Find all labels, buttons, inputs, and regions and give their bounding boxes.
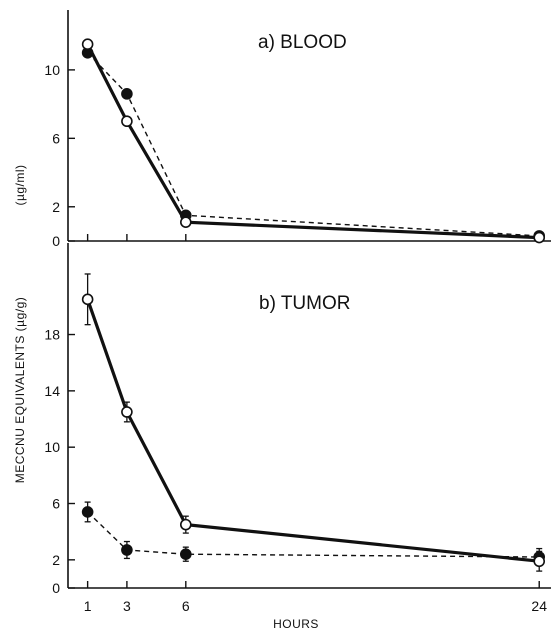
blood-data-point-open (180, 216, 192, 228)
tumor-y-tick-label: 14 (44, 383, 60, 399)
tumor-y-tick-label: 2 (52, 552, 60, 568)
blood-series-open-line (86, 43, 540, 240)
tumor-data-point-filled (180, 548, 192, 561)
tumor-y-tick-label: 0 (52, 580, 60, 596)
tumor-data-point-open (180, 518, 192, 531)
blood-series-filled-line (87, 52, 540, 237)
blood-panel-title: a) BLOOD (258, 32, 347, 53)
x-tick-label: 6 (182, 598, 190, 614)
tumor-y-tick-label: 10 (44, 439, 60, 455)
blood-data-point-filled (121, 88, 133, 100)
tumor-y-axis-title: MECCNU EQUIVALENTS (µg/g) (13, 297, 27, 484)
tumor-series-filled-line (87, 511, 540, 558)
x-tick-label: 3 (123, 598, 131, 614)
tumor-y-tick-label: 6 (52, 496, 60, 512)
x-tick-label: 24 (531, 598, 547, 614)
blood-y-axis-title: (µg/ml) (13, 164, 27, 205)
tumor-y-tick-label: 18 (44, 327, 60, 343)
tumor-data-point-filled (81, 506, 94, 518)
blood-y-tick-label: 2 (52, 199, 60, 215)
blood-data-point-open (81, 38, 94, 51)
blood-y-tick-label: 10 (44, 62, 60, 78)
blood-y-tick-label: 0 (52, 233, 60, 249)
tumor-data-point-open (121, 406, 133, 418)
blood-data-point-open (533, 231, 546, 244)
tumor-data-point-filled (121, 544, 133, 556)
x-axis-title: HOURS (273, 617, 319, 631)
x-tick-label: 1 (84, 598, 92, 614)
tumor-series-open-line (86, 298, 540, 563)
blood-data-point-open (121, 115, 133, 128)
tumor-panel-title: b) TUMOR (259, 293, 350, 314)
panel-blood: 0 2 6 10 (44, 10, 551, 249)
panel-tumor: 0 2 6 10 14 18 1 3 6 24 (44, 243, 551, 614)
tumor-data-point-open (81, 293, 94, 306)
tumor-data-point-open (533, 555, 546, 568)
blood-y-tick-label: 6 (52, 130, 60, 146)
